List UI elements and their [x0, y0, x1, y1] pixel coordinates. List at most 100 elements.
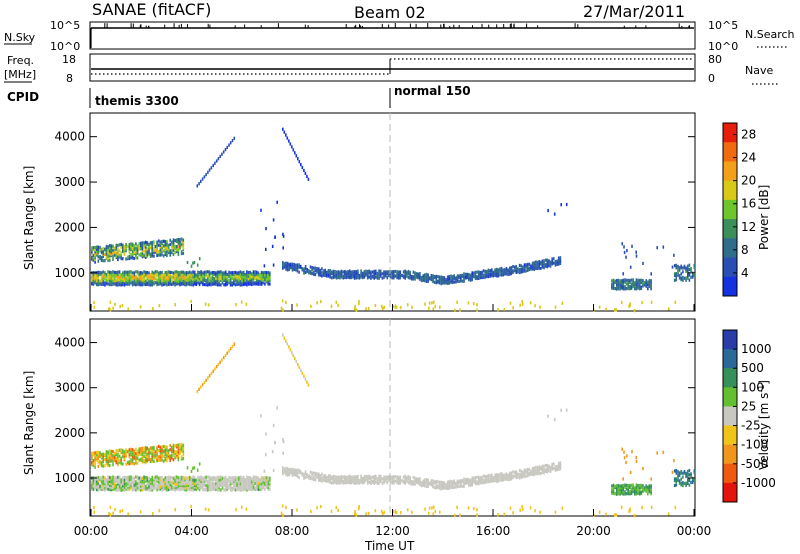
velocity-cell [526, 472, 529, 476]
power-cell [112, 276, 114, 280]
velocity-cell [143, 484, 145, 488]
power-cell [247, 271, 250, 275]
velocity-cell [502, 476, 504, 480]
power-cell [143, 275, 145, 279]
power-cell [233, 276, 235, 280]
velocity-cell [463, 482, 465, 486]
velocity-cell [411, 480, 413, 484]
velocity-cell [167, 477, 170, 482]
velocity-cell [102, 460, 104, 464]
velocity-cell [647, 488, 649, 492]
power-cell [693, 265, 696, 269]
power-cell [205, 173, 207, 177]
power-data-cells [91, 127, 696, 313]
power-cell [495, 269, 498, 273]
power-cell [198, 182, 200, 186]
velocity-cell [112, 487, 114, 491]
power-cell [141, 251, 144, 255]
power-cell [310, 304, 312, 308]
power-cell [148, 252, 150, 256]
power-cell [93, 301, 95, 305]
power-cell [476, 276, 478, 281]
power-cell [149, 254, 152, 258]
velocity-cell [221, 486, 224, 490]
power-cell [401, 273, 403, 278]
velocity-cell [141, 451, 144, 455]
velocity-cell [553, 462, 555, 466]
power-cell [252, 270, 255, 274]
velocity-cell [144, 477, 147, 481]
velocity-cell [143, 446, 145, 450]
power-cell [169, 249, 171, 253]
power-cell [177, 279, 180, 283]
velocity-cell [520, 473, 522, 477]
power-colorbar-tick: 16 [741, 197, 756, 211]
power-cell [282, 308, 284, 312]
power-cell [112, 282, 114, 286]
velocity-cell [146, 452, 149, 456]
power-cell [122, 279, 124, 283]
power-cell [456, 279, 459, 283]
velocity-cell [632, 489, 634, 494]
power-cell [543, 259, 545, 263]
velocity-cell [138, 481, 140, 485]
power-cell [148, 283, 150, 287]
velocity-cell [259, 480, 261, 484]
velocity-cell [135, 485, 137, 489]
velocity-cell [122, 480, 124, 484]
velocity-cell [161, 458, 163, 462]
power-cell [622, 287, 625, 291]
velocity-cell [638, 490, 641, 494]
velocity-cell [164, 480, 167, 484]
velocity-cell [332, 477, 335, 481]
power-cell [358, 302, 360, 306]
velocity-cell [218, 482, 220, 486]
velocity-cell [373, 475, 375, 479]
power-cell [262, 272, 265, 277]
power-cell [239, 272, 242, 276]
power-cell [220, 283, 222, 287]
power-cell [133, 250, 136, 254]
velocity-cell [515, 474, 518, 478]
velocity-cell [634, 486, 636, 490]
power-cell [291, 262, 294, 266]
velocity-cell [104, 464, 106, 468]
power-cell [210, 166, 213, 170]
velocity-cell [93, 510, 96, 514]
power-cell [151, 276, 153, 281]
power-colorbar-swatch [723, 199, 737, 220]
velocity-cell [402, 479, 405, 483]
power-cell [112, 270, 114, 274]
velocity-cell [298, 475, 300, 479]
velocity-cell [355, 475, 357, 479]
velocity-cell [166, 454, 168, 458]
power-cell [254, 276, 256, 280]
velocity-cell [393, 475, 395, 479]
velocity-cell [412, 482, 415, 486]
velocity-cell [143, 477, 145, 481]
power-cell [92, 256, 95, 260]
velocity-cell [495, 474, 498, 478]
power-cell [105, 256, 108, 260]
power-cell [109, 249, 111, 253]
power-cell [432, 278, 434, 282]
power-cell [99, 254, 101, 259]
velocity-cell [344, 477, 346, 481]
velocity-cell [520, 475, 522, 479]
power-cell [130, 248, 132, 252]
power-cell [221, 274, 224, 279]
power-cell [153, 242, 155, 247]
velocity-cell [334, 475, 336, 479]
power-cell [215, 282, 217, 286]
velocity-cell [92, 459, 95, 463]
velocity-cell [271, 450, 274, 454]
power-cell [211, 273, 214, 277]
power-cell [203, 278, 206, 282]
power-cell [148, 277, 150, 281]
power-cell [627, 280, 629, 284]
power-cell [525, 265, 527, 269]
power-cell [306, 268, 308, 272]
power-cell [442, 275, 444, 280]
velocity-cell [342, 479, 344, 483]
power-cell [169, 270, 171, 274]
